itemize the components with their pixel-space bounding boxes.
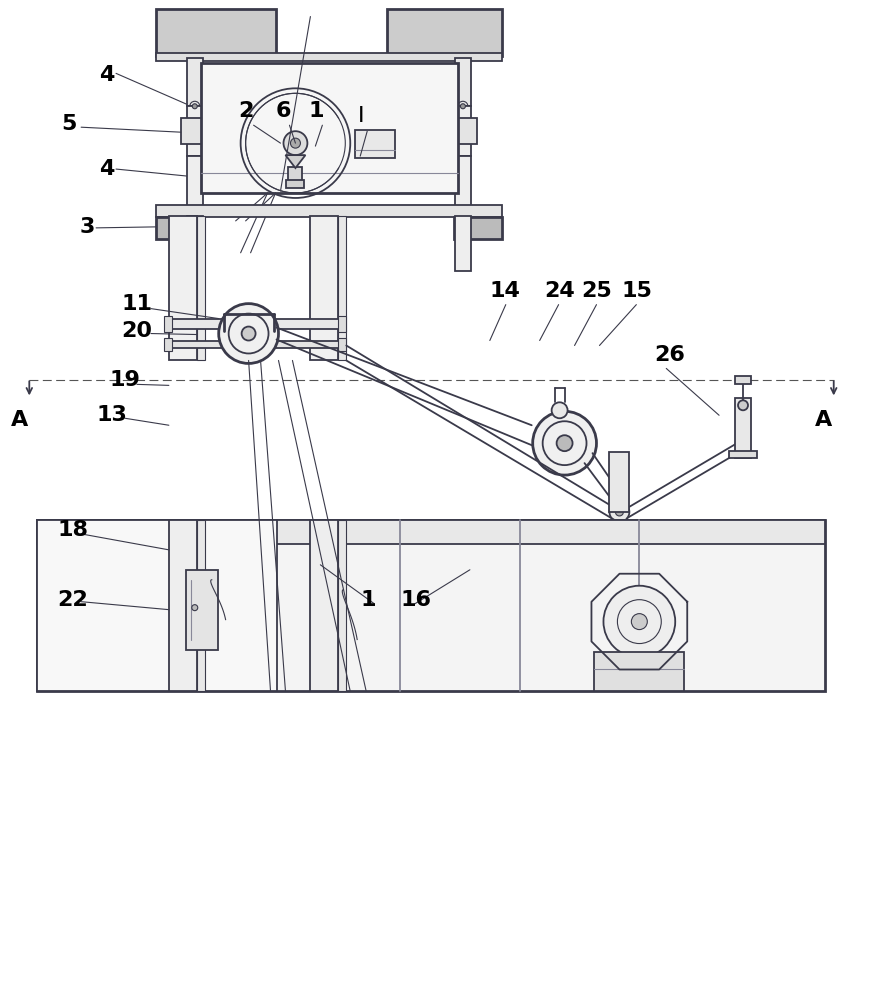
Circle shape (218, 304, 278, 363)
Circle shape (290, 138, 300, 148)
Bar (37, 520, 276, 691)
Bar (310, 216, 338, 360)
Bar (196, 216, 204, 360)
Circle shape (609, 502, 628, 522)
Text: 1: 1 (360, 590, 375, 610)
Bar (196, 520, 204, 691)
Circle shape (551, 402, 567, 418)
Bar (286, 180, 304, 188)
Bar (186, 570, 217, 650)
Bar (181, 118, 209, 144)
Bar (454, 106, 470, 156)
Bar (734, 398, 750, 458)
Bar (156, 217, 203, 239)
Text: 1: 1 (308, 101, 323, 121)
Circle shape (737, 400, 747, 410)
Bar (454, 58, 470, 106)
Bar (169, 341, 346, 348)
Text: A: A (10, 410, 28, 430)
Bar (448, 118, 476, 144)
Bar (156, 53, 501, 61)
Bar (169, 319, 346, 329)
Bar (338, 338, 346, 351)
Text: 6: 6 (275, 101, 290, 121)
Bar (338, 316, 346, 332)
Text: 13: 13 (96, 405, 127, 425)
Bar (37, 520, 824, 691)
Text: 4: 4 (99, 159, 115, 179)
Circle shape (614, 508, 623, 516)
Bar (454, 156, 470, 211)
Bar (609, 452, 628, 512)
Circle shape (532, 411, 596, 475)
Bar (355, 130, 395, 158)
Circle shape (556, 435, 572, 451)
Text: 2: 2 (238, 101, 254, 121)
Bar (169, 216, 196, 360)
Bar (387, 9, 501, 56)
Text: A: A (814, 410, 832, 430)
Bar (37, 520, 824, 544)
Text: 19: 19 (109, 370, 140, 390)
Text: 14: 14 (489, 281, 521, 301)
Bar (156, 9, 275, 56)
Text: 16: 16 (400, 590, 431, 610)
Text: 26: 26 (653, 345, 685, 365)
Text: 20: 20 (121, 321, 152, 341)
Text: 3: 3 (79, 217, 95, 237)
Bar (594, 652, 683, 691)
Text: 24: 24 (544, 281, 574, 301)
Bar (728, 451, 756, 458)
Bar (310, 520, 338, 691)
Bar (187, 216, 202, 271)
Bar (187, 58, 202, 106)
Bar (734, 376, 750, 384)
Text: 11: 11 (121, 294, 152, 314)
Polygon shape (285, 155, 305, 168)
Bar (454, 217, 501, 239)
Text: 4: 4 (99, 65, 115, 85)
Circle shape (631, 614, 647, 630)
Circle shape (242, 327, 255, 341)
Text: 5: 5 (61, 114, 76, 134)
Bar (163, 338, 172, 351)
Bar (169, 520, 196, 691)
Bar (338, 520, 346, 691)
Text: 22: 22 (57, 590, 88, 610)
Bar (201, 63, 457, 193)
Bar (156, 205, 501, 217)
Bar (187, 156, 202, 211)
Bar (163, 316, 172, 332)
Bar (187, 106, 202, 156)
Circle shape (191, 605, 197, 611)
Text: 15: 15 (620, 281, 652, 301)
Bar (289, 167, 302, 181)
Circle shape (192, 104, 197, 109)
Text: 18: 18 (57, 520, 88, 540)
Circle shape (460, 104, 465, 109)
Bar (338, 216, 346, 360)
Text: 25: 25 (580, 281, 612, 301)
Bar (454, 216, 470, 271)
Circle shape (603, 586, 674, 657)
Text: I: I (358, 106, 364, 126)
Circle shape (283, 131, 307, 155)
